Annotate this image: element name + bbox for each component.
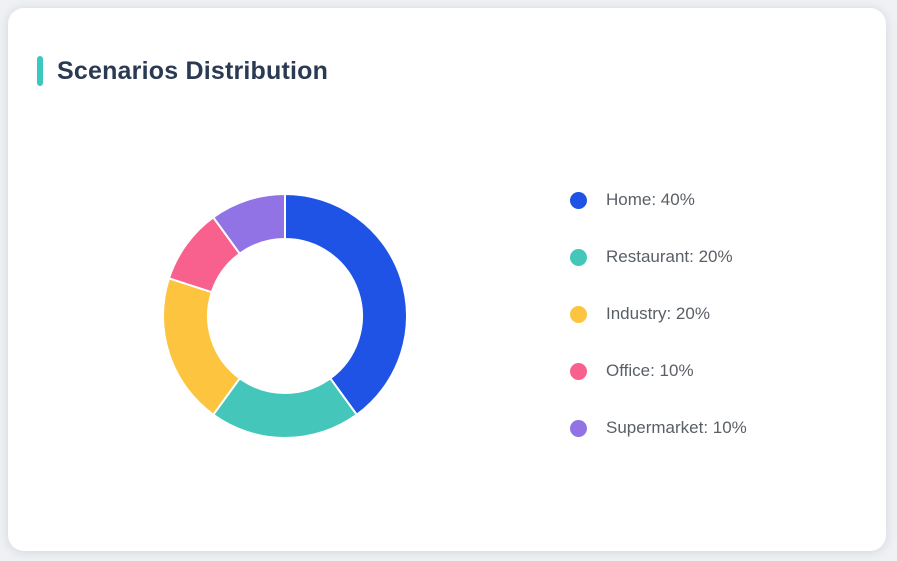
legend-label: Restaurant: 20% (606, 247, 733, 266)
donut-segment-restaurant[interactable] (212, 377, 358, 439)
chart-legend: Home: 40% Restaurant: 20% Industry: 20% … (570, 184, 747, 444)
legend-dot (570, 191, 587, 209)
legend-dot (570, 305, 587, 323)
scenarios-donut-chart (162, 193, 408, 439)
legend-dot (570, 248, 587, 266)
legend-label: Supermarket: 10% (606, 418, 747, 437)
card-header: Scenarios Distribution (37, 55, 328, 87)
donut-segment-industry[interactable] (162, 277, 241, 416)
title-accent-bar (37, 56, 43, 86)
page-title: Scenarios Distribution (57, 56, 329, 85)
legend-item-supermarket[interactable]: Supermarket: 10% (570, 412, 747, 444)
donut-segment-supermarket[interactable] (212, 193, 286, 255)
scenarios-distribution-card: Scenarios Distribution Home: 40% Restaur… (8, 8, 886, 551)
legend-dot (570, 419, 587, 437)
legend-label: Home: 40% (606, 190, 695, 209)
legend-item-industry[interactable]: Industry: 20% (570, 298, 747, 330)
donut-segment-home[interactable] (284, 193, 408, 416)
legend-dot (570, 362, 587, 380)
legend-item-restaurant[interactable]: Restaurant: 20% (570, 241, 747, 273)
legend-label: Industry: 20% (606, 304, 710, 323)
legend-label: Office: 10% (606, 361, 694, 380)
legend-item-home[interactable]: Home: 40% (570, 184, 747, 216)
legend-item-office[interactable]: Office: 10% (570, 355, 747, 387)
